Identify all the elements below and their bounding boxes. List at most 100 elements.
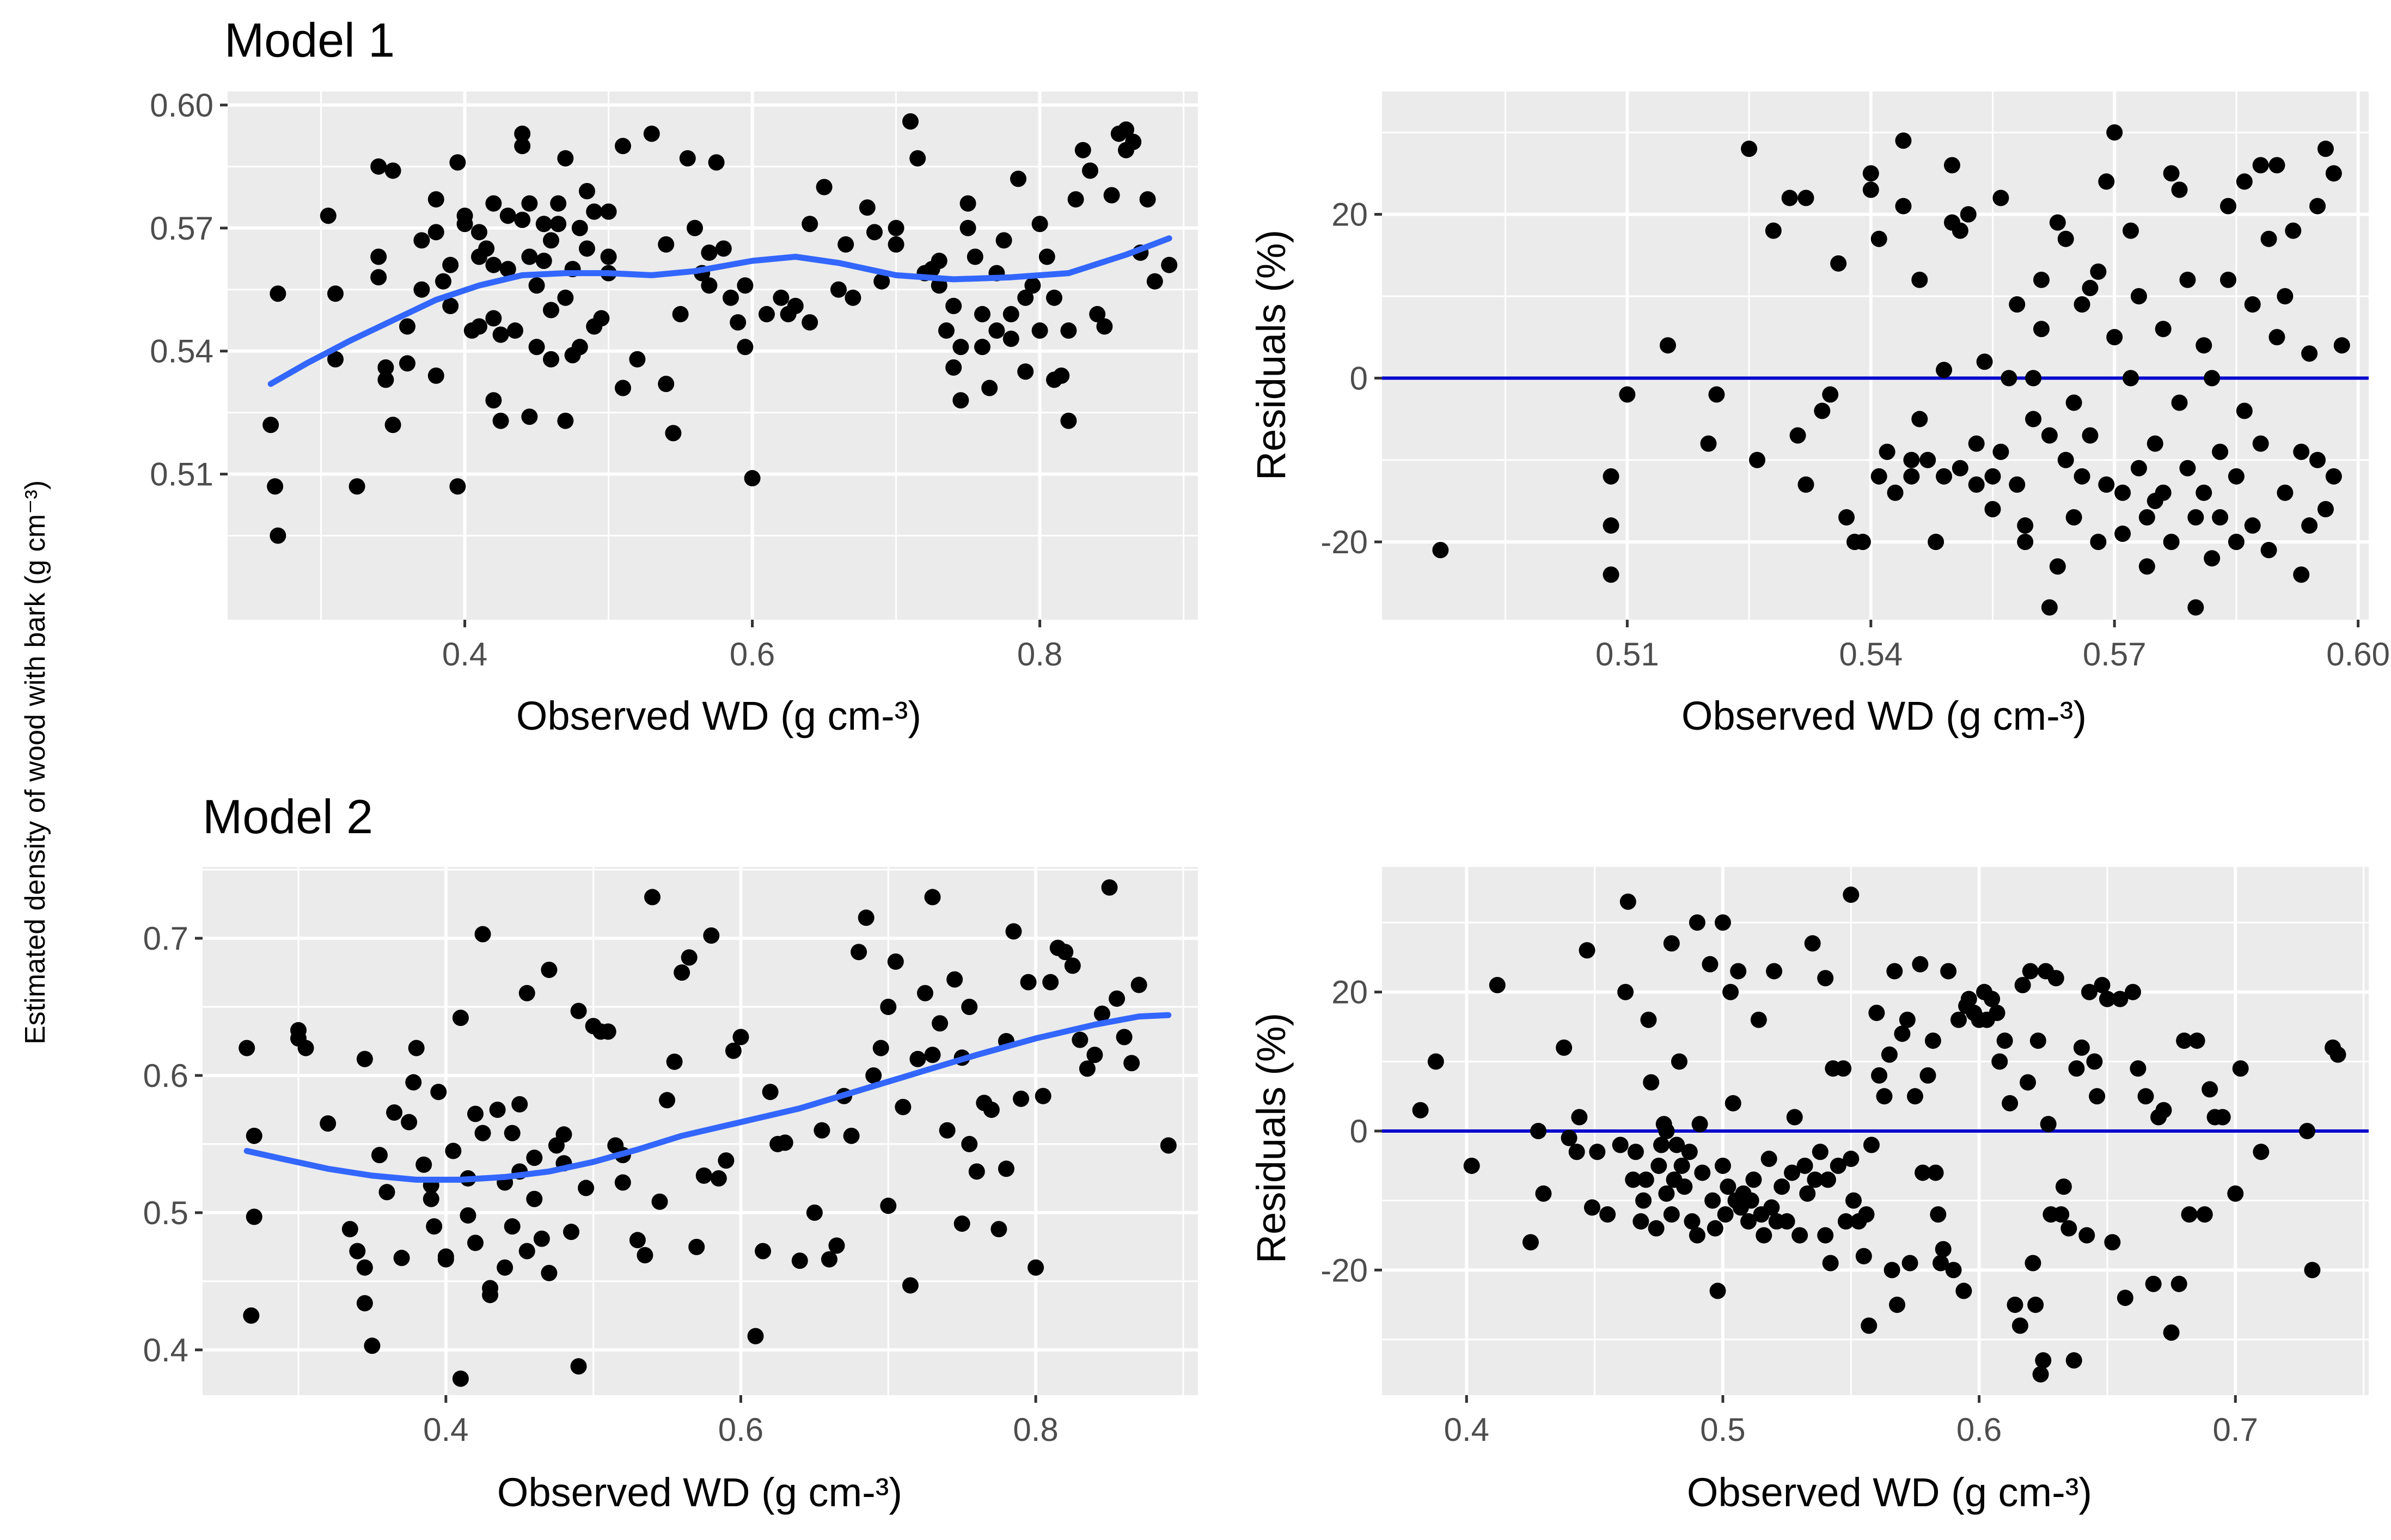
x-tick-label: 0.6: [718, 1411, 763, 1448]
data-point: [471, 224, 487, 241]
data-point: [1814, 402, 1831, 419]
data-point: [880, 998, 897, 1015]
data-point: [924, 1047, 941, 1064]
data-point: [2106, 124, 2123, 141]
data-point: [1627, 1144, 1644, 1160]
data-point: [865, 1067, 882, 1084]
data-point: [887, 953, 904, 970]
data-point: [2301, 517, 2318, 534]
data-point: [2117, 1290, 2133, 1306]
data-point: [482, 1287, 499, 1304]
data-point: [1589, 1144, 1606, 1160]
data-point: [570, 1003, 587, 1019]
data-point: [1668, 1136, 1685, 1153]
data-point: [2138, 558, 2155, 575]
data-point: [666, 1053, 683, 1070]
data-point: [1862, 165, 1879, 182]
data-point: [932, 1015, 949, 1032]
data-point: [1579, 942, 1595, 959]
x-tick-label: 0.8: [1017, 636, 1062, 673]
data-point: [952, 392, 969, 409]
plot-area: [1382, 867, 2369, 1395]
data-point: [1603, 517, 1619, 534]
data-point: [2090, 263, 2107, 280]
data-point: [2082, 427, 2099, 444]
data-point: [1691, 1116, 1708, 1133]
data-point: [377, 359, 394, 376]
data-point: [405, 1074, 422, 1091]
data-point: [1489, 976, 1506, 993]
data-point: [1057, 944, 1074, 961]
data-point: [2060, 1220, 2077, 1237]
data-point: [1635, 1192, 1652, 1209]
data-point: [2001, 370, 2017, 387]
data-point: [2163, 1324, 2180, 1341]
data-point: [1522, 1234, 1539, 1251]
data-point: [550, 195, 567, 212]
data-point: [579, 183, 595, 200]
data-point: [1612, 1136, 1629, 1153]
data-point: [356, 1050, 373, 1067]
data-point: [708, 154, 725, 171]
data-point: [2309, 198, 2326, 215]
data-point: [1991, 1053, 2008, 1070]
data-point: [485, 392, 502, 409]
data-point: [2268, 329, 2285, 346]
data-point: [1046, 289, 1062, 306]
data-point: [533, 1230, 550, 1247]
model-2-x-axis-title: Observed WD (g cm-³): [497, 1470, 902, 1515]
data-point: [2035, 1352, 2052, 1369]
data-point: [938, 322, 955, 339]
data-point: [1637, 1171, 1654, 1188]
data-point: [1556, 1039, 1573, 1056]
data-point: [946, 971, 963, 988]
data-point: [408, 1040, 425, 1056]
y-tick-label: 20: [1331, 974, 1368, 1011]
data-point: [2253, 1144, 2270, 1160]
data-point: [507, 322, 523, 339]
data-point: [723, 289, 739, 306]
data-point: [2236, 173, 2253, 190]
data-point: [1530, 1123, 1547, 1139]
data-point: [2244, 517, 2261, 534]
data-point: [243, 1307, 260, 1324]
data-point: [384, 162, 401, 179]
data-point: [747, 1328, 764, 1345]
data-point: [1935, 1240, 1952, 1257]
data-point: [1911, 271, 1928, 288]
data-point: [1763, 1199, 1780, 1216]
data-point: [637, 1247, 653, 1264]
data-point: [2252, 157, 2269, 174]
data-point: [535, 216, 552, 233]
y-tick-label: -20: [1320, 524, 1368, 560]
data-point: [1020, 974, 1037, 991]
data-point: [1625, 1171, 1642, 1188]
data-point: [974, 339, 990, 356]
data-point: [270, 527, 286, 544]
data-point: [521, 408, 538, 425]
data-point: [2285, 222, 2302, 239]
data-point: [961, 998, 978, 1015]
data-point: [2074, 468, 2090, 485]
data-point: [1599, 1206, 1616, 1223]
data-point: [356, 1259, 373, 1276]
x-tick-label: 0.6: [1956, 1411, 2002, 1448]
data-point: [518, 985, 535, 1001]
data-point: [427, 191, 444, 208]
data-point: [1130, 976, 1147, 993]
y-tick-label: 0.51: [150, 456, 213, 493]
data-point: [1060, 322, 1077, 339]
data-point: [401, 1114, 418, 1130]
data-point: [1060, 412, 1077, 429]
data-point: [681, 949, 698, 966]
data-point: [489, 1101, 506, 1118]
data-point: [413, 232, 430, 249]
data-point: [843, 1127, 860, 1144]
data-point: [888, 236, 904, 253]
data-point: [816, 179, 833, 195]
data-point: [1101, 879, 1118, 896]
data-point: [2236, 402, 2253, 419]
data-point: [1812, 1144, 1829, 1160]
data-point: [968, 1163, 985, 1180]
data-point: [327, 285, 344, 302]
